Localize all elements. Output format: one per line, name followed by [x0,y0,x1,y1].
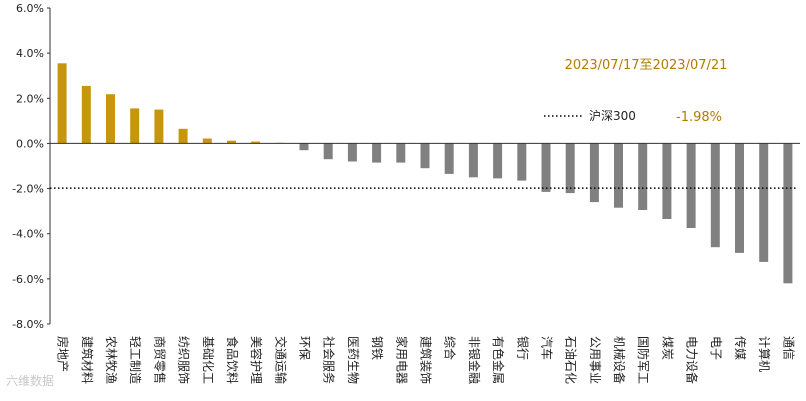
x-category-label: 社会服务 [322,336,337,384]
bar [251,141,261,144]
x-category-label: 机械设备 [612,336,627,384]
y-tick-label: 6.0% [16,2,44,15]
legend-benchmark-value: -1.98% [676,110,722,125]
x-category-label: 食品饮料 [225,336,240,384]
bar [662,143,672,219]
x-category-label: 汽车 [539,336,554,360]
x-category-label: 环保 [298,336,312,360]
bar [614,143,623,208]
bar [299,143,309,151]
bar [783,143,793,284]
bar [396,143,406,163]
x-category-label: 医药生物 [346,336,360,384]
legend-benchmark-name: 沪深300 [589,109,636,123]
x-axis-labels: 房地产 建筑材料 农林牧渔 轻工制造 商贸零售 纺织服饰 基础化工 食品饮料 美容护理 交通运输环… [56,336,796,384]
y-tick-label: -8.0% [12,318,44,331]
y-tick-label: -4.0% [12,228,44,241]
bar [565,143,575,194]
x-category-label: 交通运输 [273,336,288,384]
bars [57,63,793,284]
bar [81,85,91,144]
y-tick-label: 4.0% [16,47,44,60]
bar [735,143,744,253]
bar [710,143,720,248]
x-category-label: 通信 [781,336,795,360]
x-category-label: 商贸零售 [152,336,167,384]
x-category-label: 计算机 [757,336,772,372]
x-category-label: 基础化工 [201,336,215,384]
x-category-label: 国防军工 [636,336,651,384]
x-category-label: 有色金属 [491,336,506,384]
bar [323,143,333,160]
y-tick-label: -6.0% [12,273,44,286]
bar [541,143,551,192]
x-category-label: 钢铁 [370,336,384,360]
x-category-label: 公用事业 [588,336,602,384]
bar [589,143,599,203]
bar [178,128,188,144]
bar [347,143,357,162]
bar [106,94,115,144]
bar [759,143,769,262]
y-tick-label: -2.0% [12,183,44,196]
x-category-label: 综合 [443,336,458,360]
x-category-label: 家用电器 [394,336,409,384]
bar [130,108,140,144]
bar [686,143,696,228]
x-category-label: 美容护理 [249,336,264,384]
x-category-label: 电力设备 [685,336,699,384]
bar [227,140,236,144]
y-tick-label: 0.0% [16,137,44,150]
bar [444,143,454,174]
x-category-label: 银行 [515,336,529,360]
watermark: 六维数据 [6,374,55,388]
x-category-label: 电子 [709,336,723,360]
y-axis-ticks: 6.0% 4.0% 2.0% 0.0% -2.0% -4.0% -6.0% -8.0% [12,2,50,331]
x-category-label: 房地产 [56,336,71,372]
bar [57,63,67,144]
x-category-label: 农林牧渔 [104,336,118,384]
period-label: 2023/07/17至2023/07/21 [565,58,728,73]
y-tick-label: 2.0% [16,92,44,105]
bar [638,143,648,210]
bar [493,143,503,179]
bar [420,143,430,169]
x-category-label: 非银金融 [467,336,482,384]
x-category-label: 建筑装饰 [419,336,434,384]
bar [517,143,527,181]
bar [372,143,382,163]
x-category-label: 石油石化 [564,336,578,384]
x-category-label: 煤炭 [660,336,674,360]
bar [154,109,164,144]
x-category-label: 纺织服饰 [177,336,191,384]
bar [468,143,478,178]
x-category-label: 传媒 [733,336,748,360]
x-category-label: 轻工制造 [128,336,142,384]
x-category-label: 建筑材料 [80,336,95,384]
bar [202,138,212,144]
